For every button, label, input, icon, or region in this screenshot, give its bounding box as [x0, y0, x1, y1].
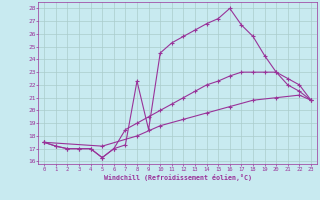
X-axis label: Windchill (Refroidissement éolien,°C): Windchill (Refroidissement éolien,°C) — [104, 174, 252, 181]
